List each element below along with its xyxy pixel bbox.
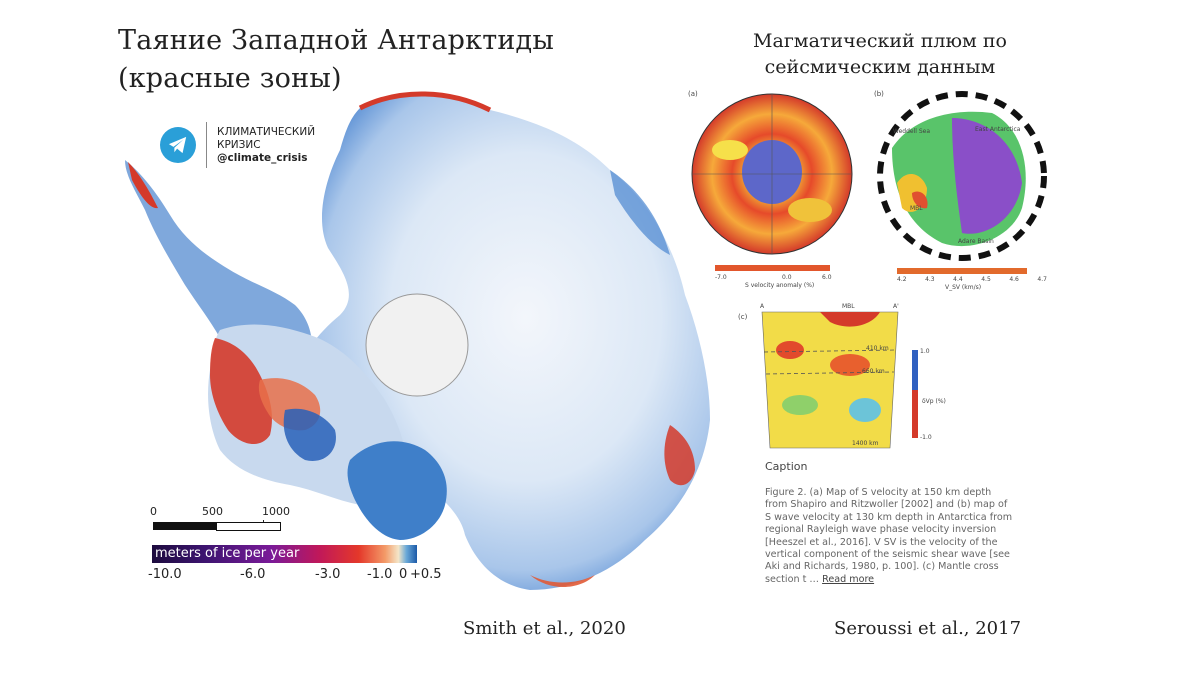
citation-right: Seroussi et al., 2017 [834,618,1022,639]
legend-colorbar [152,545,417,563]
scale-label-500: 500 [202,505,223,518]
legend-tick: -10.0 [148,567,182,582]
totten-melt-zone [664,425,695,486]
caption-text: Figure 2. (a) Map of S velocity at 150 k… [765,487,1013,585]
legend-tick: 0 [399,567,408,582]
panel-c-section [761,311,918,449]
panel-b-label: (b) [874,90,884,98]
panel-a-tick: -7.0 [715,274,727,281]
telegram-icon [160,127,196,163]
panel-c-colorbar-top [912,350,918,390]
brand-divider [206,122,207,168]
discontinuity-lines [763,349,897,375]
legend-tick: -6.0 [240,567,266,582]
legend-ticks: -10.0 -6.0 -3.0 -1.0 0 +0.5 [148,567,448,585]
brand-line1: КЛИМАТИЧЕСКИЙ [217,125,316,138]
panel-b-tick: 4.5 [981,276,991,283]
coast-red-edge [358,91,492,113]
scale-bar-white [216,522,281,531]
panel-b-ticks: 4.2 4.3 4.4 4.5 4.6 4.7 [897,276,1047,283]
panel-b-label-weddell: Weddell Sea [893,128,930,135]
legend-tick: -3.0 [315,567,341,582]
panel-b-tick: 4.7 [1037,276,1047,283]
panel-a-colorbar [715,265,830,271]
section-body [761,311,899,449]
panel-b-colorbar [897,268,1027,274]
peninsula-melt-edge [128,162,158,209]
panel-c-depth-1400: 1400 km [852,440,879,447]
scale-label-0: 0 [150,505,157,518]
panel-c-colorbar-label: δVp (%) [922,398,946,405]
citation-left: Smith et al., 2020 [463,618,626,639]
panel-b-tick: 4.6 [1009,276,1019,283]
panel-c-tick: 1.0 [920,348,930,355]
south-pole-data-gap [365,293,469,397]
panel-c-depth-660: 660 km [862,368,885,375]
panel-b-tick: 4.2 [897,276,907,283]
ice-gain-patch [283,408,336,461]
brand-handle[interactable]: @climate_crisis [217,151,308,164]
panel-c-endpoint-a-prime: A' [893,303,899,310]
main-title-line2: (красные зоны) [118,63,342,94]
legend-tick: -1.0 [367,567,393,582]
main-title-line1: Таяние Западной Антарктиды [118,25,555,56]
panel-b-label-adare: Adare Basin [958,238,994,245]
scale-bar: 0 500 1000 km [150,505,310,539]
legend-title: meters of ice per year [155,546,300,561]
east-antarctica-shape [299,93,710,591]
panel-c-tick: -1.0 [920,434,932,441]
plume-title: Магматический плюм по сейсмическим данны… [700,28,1060,80]
fast-anomaly [782,395,818,415]
slow-anomaly [830,354,870,376]
brand-text: КЛИМАТИЧЕСКИЙ КРИЗИС @climate_crisis [217,126,315,165]
wilkes-melt-zone [530,575,595,588]
antarctica-ice-loss-map [125,91,710,591]
brand-line2: КРИЗИС [217,138,261,151]
scale-bar-black [153,522,216,530]
graticule [692,94,852,254]
ross-ice-shelf-shape [347,441,447,540]
fast-anomaly [849,398,881,422]
panel-a-label: (a) [688,90,698,98]
panel-b-map [877,91,1047,274]
panel-c-depth-410: 410 km [866,345,889,352]
panel-c-endpoint-a: A [760,303,765,310]
legend-tick: +0.5 [410,567,442,582]
anomaly-patch [712,140,748,160]
panel-a-colorbar-label: S velocity anomaly (%) [745,282,815,289]
plume-title-line2: сейсмическим данным [764,56,996,78]
plume-top [820,312,880,327]
slow-anomaly [776,341,804,359]
amundsen-sea-melt-zone [210,338,272,445]
vsv-fast-region [952,118,1022,234]
panel-b-colorbar-label: V_SV (km/s) [945,284,982,291]
panel-c-endpoint-mbl: MBL [842,303,855,310]
panel-c-label: (c) [738,313,748,321]
panel-a-globe [691,93,853,271]
vsv-slowest-region [912,191,928,209]
main-title: Таяние Западной Антарктиды (красные зоны… [118,22,554,98]
panel-b-tick: 4.3 [925,276,935,283]
caption-body: Figure 2. (a) Map of S velocity at 150 k… [765,487,1015,586]
panel-a-tick: 6.0 [822,274,832,281]
plume-title-line1: Магматический плюм по [753,30,1007,52]
panel-b-label-east-antarctica: East Antarctica [975,126,1021,133]
panel-a-tick: 0.0 [782,274,792,281]
panel-c-colorbar [912,350,918,438]
panel-b-tick: 4.4 [953,276,963,283]
read-more-link[interactable]: Read more [822,573,875,585]
ice-gain-patch-east [610,170,670,255]
anomaly-patch [788,198,832,222]
panel-b-label-mbl: MBL [910,205,923,212]
brand-block: КЛИМАТИЧЕСКИЙ КРИЗИС @climate_crisis [160,122,315,168]
caption-heading: Caption [765,460,808,473]
